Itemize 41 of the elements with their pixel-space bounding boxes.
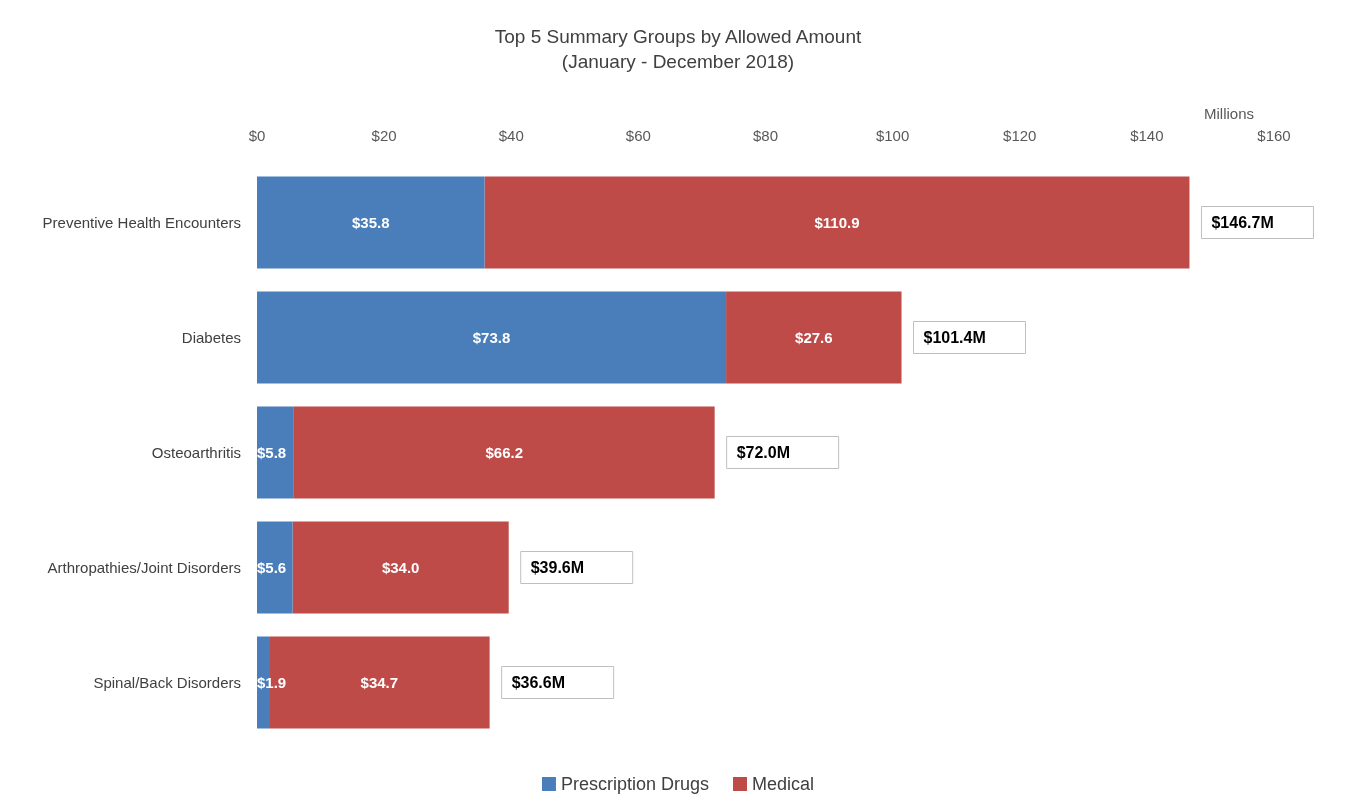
legend-label: Prescription Drugs xyxy=(560,774,710,794)
data-label: $34.0 xyxy=(381,559,420,576)
x-tick-label: $140 xyxy=(1130,127,1164,144)
x-tick-label: $60 xyxy=(625,127,651,144)
x-tick-label: $80 xyxy=(752,127,779,144)
total-label: $39.6M xyxy=(530,559,585,576)
data-label: $5.6 xyxy=(257,559,287,576)
total-label: $101.4M xyxy=(923,329,986,346)
bar xyxy=(257,176,485,269)
bar xyxy=(726,291,902,384)
data-label: $35.8 xyxy=(352,214,390,231)
data-label: $66.2 xyxy=(485,444,524,461)
total-label: $36.6M xyxy=(511,674,566,691)
x-tick-label: $100 xyxy=(875,127,910,144)
legend-label: Medical xyxy=(752,774,815,794)
data-label: $110.9 xyxy=(814,214,860,231)
x-axis-title: Millions xyxy=(1203,105,1254,122)
bar xyxy=(257,521,293,614)
bar xyxy=(257,291,727,384)
data-label: $73.8 xyxy=(472,329,511,346)
y-tick-label: Spinal/Back Disorders xyxy=(93,674,241,691)
x-tick-label: $20 xyxy=(371,127,397,144)
y-tick-label: Preventive Health Encounters xyxy=(42,214,241,231)
bar xyxy=(293,406,715,499)
chart-subtitle: (January - December 2018) xyxy=(561,51,795,72)
bar xyxy=(292,521,509,614)
y-tick-label: Osteoarthritis xyxy=(151,444,241,461)
x-tick-label: $120 xyxy=(1003,127,1037,144)
chart-title: Top 5 Summary Groups by Allowed Amount xyxy=(494,26,862,47)
bar xyxy=(484,176,1190,269)
x-tick-label: $0 xyxy=(248,127,266,144)
y-tick-label: Arthropathies/Joint Disorders xyxy=(47,559,241,576)
bar xyxy=(257,406,294,499)
x-tick-label: $40 xyxy=(498,127,524,144)
y-tick-label: Diabetes xyxy=(181,329,241,346)
x-tick-label: $160 xyxy=(1257,127,1291,144)
total-label: $146.7M xyxy=(1211,214,1274,231)
data-label: $5.8 xyxy=(257,444,287,461)
data-label: $27.6 xyxy=(795,329,833,346)
total-label: $72.0M xyxy=(736,444,791,461)
data-label: $34.7 xyxy=(360,674,399,691)
